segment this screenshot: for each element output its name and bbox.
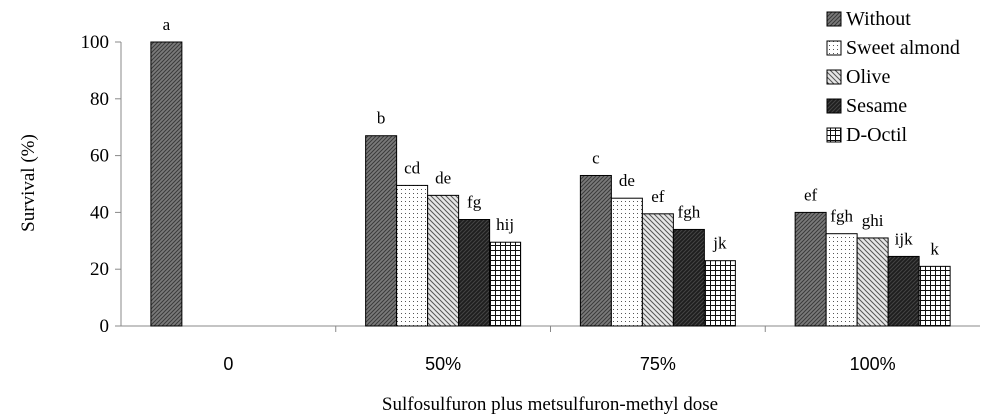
bar-letter-label: a (163, 15, 171, 34)
bar-sesame-3 (887, 255, 920, 327)
bar-letter-label: fgh (678, 202, 701, 221)
bar-letter-label: c (592, 148, 600, 167)
legend-swatch (826, 40, 842, 56)
legend-swatch (826, 98, 842, 114)
bar-letter-label: hij (496, 215, 514, 234)
bars-group (150, 41, 951, 327)
y-axis-label: Survival (%) (18, 134, 39, 232)
legend-label: D-Octil (846, 124, 908, 146)
legend-label: Sesame (846, 95, 907, 117)
legend: Without Sweet almond Olive Sesame D-Octil (826, 8, 960, 146)
y-axis-ticks: 0 20 40 60 80 100 (81, 32, 121, 337)
bar-olive-2 (641, 213, 674, 327)
legend-label: Olive (846, 66, 891, 88)
bar-olive-3 (856, 237, 889, 327)
bar-letter-label: de (435, 168, 451, 187)
bar-d-octil-2 (703, 260, 736, 327)
legend-label: Sweet almond (846, 37, 960, 59)
bar-olive-1 (427, 194, 460, 327)
x-tick-label: 75% (640, 354, 676, 374)
legend-swatch (826, 127, 842, 143)
bar-sweet-almond-1 (396, 184, 429, 327)
x-tick-label: 50% (425, 354, 461, 374)
bar-d-octil-3 (918, 265, 951, 327)
bar-letter-label: fg (467, 193, 482, 212)
bar-sesame-2 (672, 228, 705, 327)
x-tick-label: 100% (850, 354, 896, 374)
bar-letter-label: fgh (830, 207, 853, 226)
x-axis-label: Sulfosulfuron plus metsulfuron-methyl do… (382, 394, 718, 415)
y-tick-label: 100 (81, 32, 110, 53)
bar-letter-label: ijk (895, 229, 913, 248)
bar-without-2 (579, 174, 612, 327)
bar-without-3 (794, 211, 827, 327)
y-tick-label: 60 (90, 146, 109, 167)
bar-sesame-1 (458, 219, 491, 327)
bar-letter-label: ef (804, 185, 818, 204)
bar-letter-label: de (619, 171, 635, 190)
bar-sweet-almond-2 (610, 197, 643, 327)
bar-sweet-almond-3 (825, 233, 858, 327)
bar-letter-label: ghi (862, 211, 884, 230)
bar-d-octil-1 (489, 241, 522, 327)
legend-swatch (826, 11, 842, 27)
y-tick-label: 20 (90, 259, 109, 280)
bar-without-1 (365, 135, 398, 327)
legend-swatch (826, 69, 842, 85)
bar-letter-label: ef (651, 187, 665, 206)
y-tick-label: 40 (90, 202, 109, 223)
bar-letter-label: jk (712, 234, 727, 253)
bar-letter-label: b (377, 109, 386, 128)
legend-label: Without (846, 8, 911, 30)
y-tick-label: 80 (90, 89, 109, 110)
bar-letter-label: k (930, 239, 939, 258)
bar-letter-label: cd (404, 158, 421, 177)
x-axis-ticks: 0 50% 75% 100% (223, 326, 896, 374)
x-tick-label: 0 (223, 354, 233, 374)
bar-without-0 (150, 41, 183, 327)
y-tick-label: 0 (100, 316, 110, 337)
